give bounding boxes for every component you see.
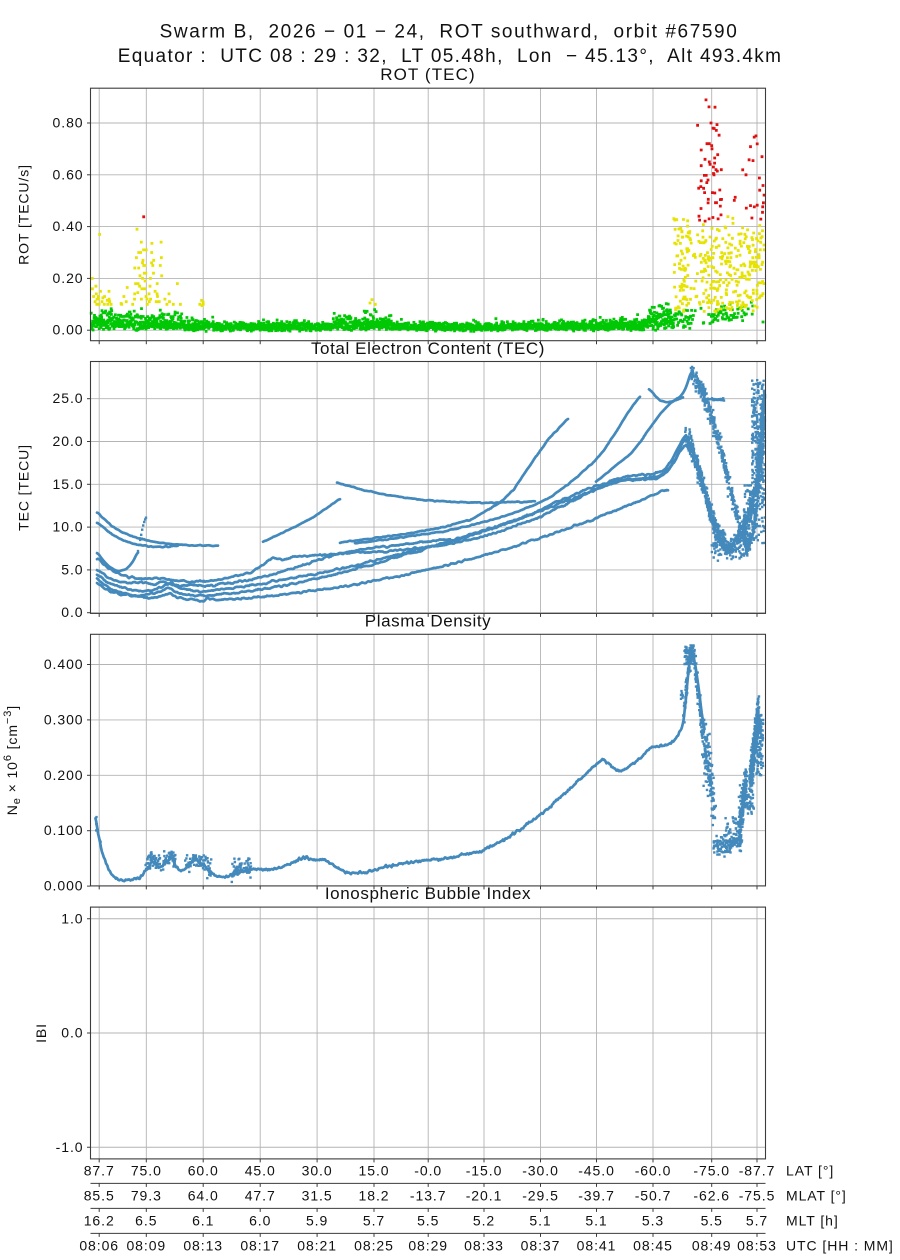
svg-text:08:21: 08:21 — [297, 1238, 337, 1254]
svg-text:-30.0: -30.0 — [522, 1163, 559, 1179]
svg-text:08:13: 08:13 — [183, 1238, 223, 1254]
svg-text:6.0: 6.0 — [249, 1213, 271, 1229]
svg-text:UTC [HH : MM]: UTC [HH : MM] — [786, 1238, 894, 1254]
svg-text:30.0: 30.0 — [302, 1163, 333, 1179]
svg-text:16.2: 16.2 — [84, 1213, 115, 1229]
svg-text:79.3: 79.3 — [131, 1188, 162, 1204]
svg-text:0.60: 0.60 — [53, 166, 84, 182]
svg-text:-75.0: -75.0 — [693, 1163, 730, 1179]
svg-text:5.0: 5.0 — [61, 561, 83, 577]
svg-text:6.1: 6.1 — [192, 1213, 214, 1229]
svg-text:08:25: 08:25 — [354, 1238, 394, 1254]
svg-text:0.0: 0.0 — [61, 604, 83, 620]
svg-text:08:37: 08:37 — [521, 1238, 561, 1254]
svg-text:5.7: 5.7 — [746, 1213, 768, 1229]
svg-text:-60.0: -60.0 — [635, 1163, 672, 1179]
svg-text:10.0: 10.0 — [53, 519, 84, 535]
svg-text:18.2: 18.2 — [359, 1188, 390, 1204]
svg-text:6.5: 6.5 — [135, 1213, 157, 1229]
svg-text:-20.1: -20.1 — [466, 1188, 503, 1204]
svg-text:5.3: 5.3 — [642, 1213, 664, 1229]
svg-text:15.0: 15.0 — [53, 476, 84, 492]
svg-text:TEC [TECU]: TEC [TECU] — [16, 444, 32, 531]
svg-text:-0.0: -0.0 — [414, 1163, 442, 1179]
svg-text:75.0: 75.0 — [131, 1163, 162, 1179]
svg-text:08:53: 08:53 — [737, 1238, 777, 1254]
svg-text:1.0: 1.0 — [61, 910, 83, 926]
svg-text:Plasma Density: Plasma Density — [365, 612, 492, 631]
svg-text:-13.7: -13.7 — [410, 1188, 447, 1204]
svg-text:-87.7: -87.7 — [739, 1163, 776, 1179]
svg-text:MLT [h]: MLT [h] — [786, 1213, 839, 1229]
svg-text:85.5: 85.5 — [84, 1188, 115, 1204]
svg-text:0.0: 0.0 — [61, 1025, 83, 1041]
svg-text:ROT [TECU/s]: ROT [TECU/s] — [16, 164, 32, 265]
svg-text:-62.6: -62.6 — [693, 1188, 730, 1204]
svg-text:Equator : UTC 08 : 29 : 32,: Equator : UTC 08 : 29 : 32, LT 05.48h, L… — [118, 46, 783, 67]
svg-text:31.5: 31.5 — [302, 1188, 333, 1204]
svg-text:-1.0: -1.0 — [56, 1139, 84, 1155]
svg-text:Ne × 106 [cm−3]: Ne × 106 [cm−3] — [2, 705, 23, 815]
svg-text:5.2: 5.2 — [473, 1213, 495, 1229]
svg-text:0.40: 0.40 — [53, 218, 84, 234]
svg-text:15.0: 15.0 — [359, 1163, 390, 1179]
svg-text:Total Electron Content (TEC): Total Electron Content (TEC) — [311, 339, 545, 358]
svg-text:08:41: 08:41 — [577, 1238, 617, 1254]
svg-text:08:29: 08:29 — [408, 1238, 448, 1254]
svg-text:Swarm B, 2026 − 01 − 24, ROT: Swarm B, 2026 − 01 − 24, ROT southward, … — [160, 22, 739, 43]
svg-text:IBI: IBI — [33, 1023, 49, 1043]
svg-text:08:45: 08:45 — [633, 1238, 673, 1254]
svg-text:-15.0: -15.0 — [466, 1163, 503, 1179]
svg-text:0.80: 0.80 — [53, 115, 84, 131]
svg-text:5.5: 5.5 — [701, 1213, 723, 1229]
svg-text:0.00: 0.00 — [53, 322, 84, 338]
svg-text:ROT (TEC): ROT (TEC) — [380, 65, 476, 84]
svg-text:-29.5: -29.5 — [522, 1188, 559, 1204]
svg-text:5.9: 5.9 — [306, 1213, 328, 1229]
svg-text:0.400: 0.400 — [44, 656, 84, 672]
svg-text:5.1: 5.1 — [585, 1213, 607, 1229]
svg-text:60.0: 60.0 — [188, 1163, 219, 1179]
svg-text:-45.0: -45.0 — [578, 1163, 615, 1179]
svg-text:5.5: 5.5 — [417, 1213, 439, 1229]
svg-text:-50.7: -50.7 — [635, 1188, 672, 1204]
svg-text:20.0: 20.0 — [53, 433, 84, 449]
svg-text:08:33: 08:33 — [464, 1238, 504, 1254]
svg-text:5.7: 5.7 — [363, 1213, 385, 1229]
svg-text:87.7: 87.7 — [84, 1163, 115, 1179]
svg-text:08:06: 08:06 — [79, 1238, 119, 1254]
svg-text:5.1: 5.1 — [529, 1213, 551, 1229]
svg-text:08:09: 08:09 — [126, 1238, 166, 1254]
svg-text:-39.7: -39.7 — [578, 1188, 615, 1204]
svg-text:64.0: 64.0 — [188, 1188, 219, 1204]
svg-text:LAT [°]: LAT [°] — [786, 1163, 834, 1179]
svg-text:08:17: 08:17 — [240, 1238, 280, 1254]
svg-text:45.0: 45.0 — [245, 1163, 276, 1179]
svg-text:0.000: 0.000 — [44, 878, 84, 894]
svg-text:08:49: 08:49 — [692, 1238, 732, 1254]
svg-text:MLAT [°]: MLAT [°] — [786, 1188, 847, 1204]
svg-text:47.7: 47.7 — [245, 1188, 276, 1204]
svg-text:0.100: 0.100 — [44, 822, 84, 838]
svg-text:0.300: 0.300 — [44, 711, 84, 727]
svg-text:0.200: 0.200 — [44, 767, 84, 783]
svg-text:-75.5: -75.5 — [739, 1188, 776, 1204]
svg-text:0.20: 0.20 — [53, 270, 84, 286]
svg-text:25.0: 25.0 — [53, 390, 84, 406]
svg-text:Ionospheric Bubble Index: Ionospheric Bubble Index — [325, 884, 531, 903]
